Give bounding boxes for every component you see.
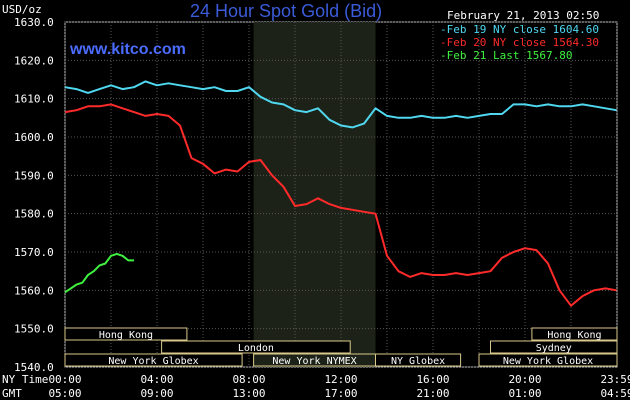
legend-entry: -Feb 20 NY close 1564.30	[440, 36, 599, 49]
y-tick-label: 1630.0	[14, 16, 54, 29]
session-bar	[478, 353, 618, 367]
session-label: NY Globex	[391, 356, 445, 367]
y-tick-label: 1610.0	[14, 93, 54, 106]
x-tick-label: 05:00	[48, 387, 81, 400]
session-bar	[64, 327, 188, 341]
series-line-2	[64, 103, 617, 307]
grid-lines	[64, 21, 618, 368]
session-label: New York NYMEX	[272, 356, 356, 367]
x-tick-label: 00:00	[48, 373, 81, 386]
x-tick-label: 04:59	[600, 387, 630, 400]
session-label: Hong Kong	[547, 330, 601, 341]
y-tick-label: 1560.0	[14, 284, 54, 297]
y-tick-label: 1620.0	[14, 54, 54, 67]
x-tick-label: 13:00	[232, 387, 265, 400]
x-tick-label: 23:59	[600, 373, 630, 386]
series-line-1	[64, 80, 617, 129]
x-axis-ticks: NY Time 00:00 04:00 08:00 12:00 16:00 20:00 23:…	[2, 373, 630, 400]
session-label: London	[238, 343, 274, 354]
x-tick-label: 09:00	[140, 387, 173, 400]
market-sessions: Hong Kong Hong Kong London Sydney New York G…	[64, 327, 618, 367]
session-label: Hong Kong	[99, 330, 153, 341]
chart-title: 24 Hour Spot Gold (Bid)	[190, 1, 382, 21]
website-label: www.kitco.com	[69, 41, 186, 58]
x-axis-row-label: GMT	[2, 387, 22, 400]
x-tick-label: 04:00	[140, 373, 173, 386]
session-bar	[64, 353, 243, 367]
x-tick-label: 16:00	[416, 373, 449, 386]
x-tick-label: 12:00	[324, 373, 357, 386]
y-axis-ticks: 1630.0 1620.0 1610.0 1600.0 1590.0 1580.0 1570…	[14, 16, 54, 374]
legend: -Feb 19 NY close 1604.60-Feb 20 NY close…	[440, 23, 599, 62]
date-label: February 21, 2013 02:50	[447, 9, 599, 22]
y-tick-label: 1550.0	[14, 323, 54, 336]
x-tick-label: 01:00	[508, 387, 541, 400]
x-tick-label: 21:00	[416, 387, 449, 400]
x-tick-label: 17:00	[324, 387, 357, 400]
y-tick-label: 1600.0	[14, 131, 54, 144]
y-tick-label: 1580.0	[14, 208, 54, 221]
session-label: Sydney	[536, 343, 572, 354]
session-label: New York Globex	[108, 356, 198, 367]
session-bar	[490, 340, 618, 354]
legend-entry: -Feb 21 Last 1567.80	[440, 49, 572, 62]
y-tick-label: 1540.0	[14, 361, 54, 374]
x-axis-row-label: NY Time	[2, 373, 48, 386]
series-line-3	[64, 252, 134, 294]
y-axis-label: USD/oz	[2, 3, 42, 16]
y-tick-label: 1590.0	[14, 169, 54, 182]
session-bar	[531, 327, 618, 341]
legend-entry: -Feb 19 NY close 1604.60	[440, 23, 599, 36]
nymex-highlight	[253, 22, 376, 367]
x-tick-label: 20:00	[508, 373, 541, 386]
x-tick-label: 08:00	[232, 373, 265, 386]
series-lines	[64, 80, 617, 307]
session-label: New York Globex	[503, 356, 593, 367]
session-bar	[375, 353, 462, 367]
session-bar	[161, 340, 351, 354]
y-tick-label: 1570.0	[14, 246, 54, 259]
